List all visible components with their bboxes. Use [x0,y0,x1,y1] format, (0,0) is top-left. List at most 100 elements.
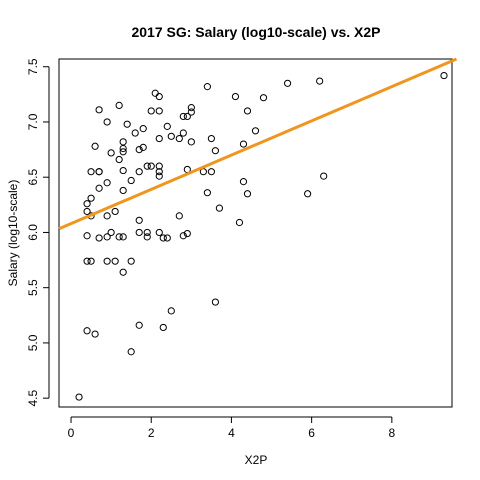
data-point [103,257,111,265]
data-point [155,92,163,101]
data-point [159,323,167,332]
data-point [83,257,91,265]
data-point [119,166,127,175]
data-point [440,71,448,80]
data-point [167,307,175,315]
data-point [83,327,91,335]
data-point [187,138,195,146]
y-axis-label: Salary (log10-scale) [6,180,20,287]
data-point [183,229,191,238]
data-point [155,228,163,237]
data-point [127,176,135,185]
y-tick-label: 7.5 [26,58,40,75]
y-tick-label: 5.5 [26,279,40,296]
data-point [95,184,103,192]
data-point [111,207,119,216]
data-point [215,204,224,212]
data-point [107,228,115,237]
data-point [155,162,163,170]
data-point [211,147,219,155]
data-point [135,145,143,154]
data-point [107,149,115,157]
data-point [155,168,163,176]
data-point [167,132,175,140]
y-tick-label: 6.5 [26,169,40,186]
data-point [115,233,123,241]
data-point [143,233,151,241]
data-point [143,228,151,237]
y-tick-label: 7.0 [26,113,40,130]
data-point [163,234,171,242]
data-point [187,108,195,116]
data-point [95,168,103,176]
data-point [155,134,163,143]
data-point [127,257,135,265]
data-point [87,194,95,202]
data-point [103,179,111,187]
data-point [235,218,244,227]
data-point [131,129,139,137]
data-point [179,129,187,137]
data-point [119,144,127,153]
plot-area-border [58,58,453,408]
x-axis: 0 2 4 6 8 [68,416,396,440]
data-point [103,212,111,220]
data-point [83,200,91,208]
data-point [259,94,268,102]
data-point [147,107,155,115]
data-point [304,190,312,198]
data-point [83,232,91,240]
x-tick-label: 0 [68,426,75,440]
chart-title: 2017 SG: Salary (log10-scale) vs. X2P [131,24,380,40]
data-point [203,189,211,197]
y-tick-label: 4.5 [26,389,40,406]
data-point [175,212,183,220]
data-point [207,134,215,143]
data-point [155,107,163,115]
data-point [119,186,127,195]
data-point [119,148,127,156]
data-point [251,127,260,135]
data-point [159,234,167,242]
data-point [139,125,147,133]
y-tick-label: 5.0 [26,334,40,351]
data-point [123,120,131,128]
data-point [243,107,252,115]
data-point [187,104,195,112]
data-point [115,155,123,164]
data-point [316,77,324,85]
data-point [239,140,248,148]
x-tick-label: 6 [308,426,315,440]
data-point [179,112,187,121]
data-points [75,71,448,401]
data-point [231,92,240,101]
data-point [135,228,143,237]
data-point [179,232,187,240]
data-point [111,257,119,265]
data-point [95,106,103,114]
data-point [87,168,95,176]
data-point [87,257,95,265]
trend-line [58,57,458,231]
data-point [119,233,127,241]
data-point [147,162,155,170]
data-point [155,172,163,180]
x-axis-label: X2P [245,453,268,467]
data-point [135,216,143,224]
data-point [91,142,99,150]
data-point [91,330,99,338]
y-axis: 4.5 5.0 5.5 6.0 6.5 7.0 7.5 [26,58,50,407]
data-point [83,207,91,216]
data-point [163,122,171,130]
data-point [75,393,83,401]
data-point [143,162,151,170]
x-tick-label: 4 [228,426,235,440]
data-point [243,190,252,198]
data-point [320,172,328,180]
data-point [239,178,248,186]
data-point [135,168,143,176]
data-point [175,134,183,143]
data-point [135,321,143,329]
data-point [95,234,103,242]
